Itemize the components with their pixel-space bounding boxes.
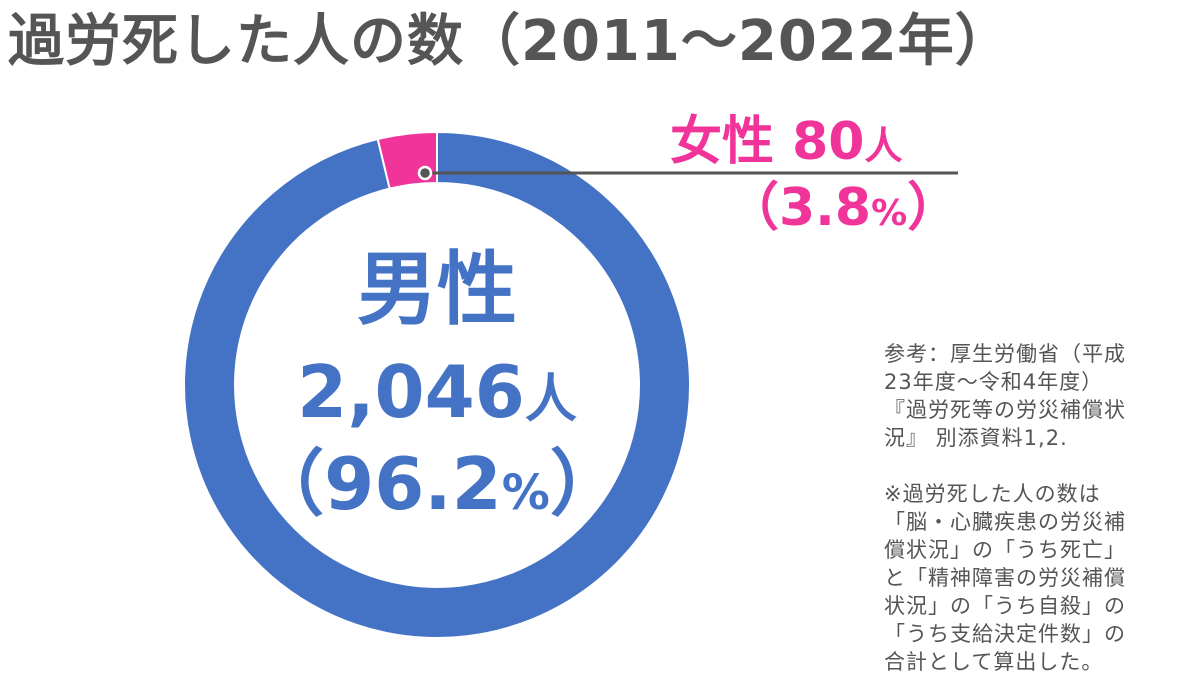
note-line: 況』 別添資料1,2. bbox=[884, 426, 1068, 450]
female-count-unit: 人 bbox=[864, 124, 903, 168]
female-count-label: 女性 80人 bbox=[670, 110, 902, 178]
male-percent-label: （96.2%） bbox=[237, 440, 637, 537]
female-percent-close: ） bbox=[907, 178, 960, 238]
note-line: 合計として算出した。 bbox=[884, 650, 1104, 674]
note-line: 『過労死等の労災補償状 bbox=[884, 398, 1126, 422]
note-line: と「精神障害の労災補償 bbox=[884, 566, 1126, 590]
female-percent-sign: % bbox=[871, 193, 908, 234]
note-line: 「うち支給決定件数」の bbox=[884, 622, 1126, 646]
female-percent: （3.8 bbox=[727, 178, 872, 238]
note-line: 23年度～令和4年度） bbox=[884, 370, 1104, 394]
male-count-unit: 人 bbox=[524, 370, 577, 430]
note-line: 「脳・心臓疾患の労災補 bbox=[884, 510, 1126, 534]
note-gap bbox=[884, 452, 1184, 480]
note-line: 参考：厚生労働省（平成 bbox=[884, 342, 1126, 366]
male-percent-close: ） bbox=[549, 442, 622, 526]
chart-title: 過労死した人の数（2011～2022年） bbox=[8, 9, 1012, 74]
female-slice bbox=[376, 130, 438, 190]
male-percent: （96.2 bbox=[252, 442, 502, 526]
male-label: 男性 bbox=[357, 243, 517, 336]
note-line: ※過労死した人の数は bbox=[884, 482, 1101, 506]
female-percent-label: （3.8%） bbox=[727, 176, 959, 246]
male-slice bbox=[183, 130, 691, 639]
male-count-label: 2,046人 bbox=[237, 348, 637, 444]
female-name-count: 女性 80 bbox=[670, 112, 865, 172]
male-count: 2,046 bbox=[297, 350, 525, 434]
male-percent-sign: % bbox=[501, 465, 550, 521]
note-line: 償状況」の「うち死亡」 bbox=[884, 538, 1126, 562]
note-line: 状況」の「うち自殺」の bbox=[884, 594, 1126, 618]
source-notes: 参考：厚生労働省（平成 23年度～令和4年度） 『過労死等の労災補償状 況』 別… bbox=[884, 340, 1184, 675]
female-leader-dot bbox=[417, 165, 433, 181]
